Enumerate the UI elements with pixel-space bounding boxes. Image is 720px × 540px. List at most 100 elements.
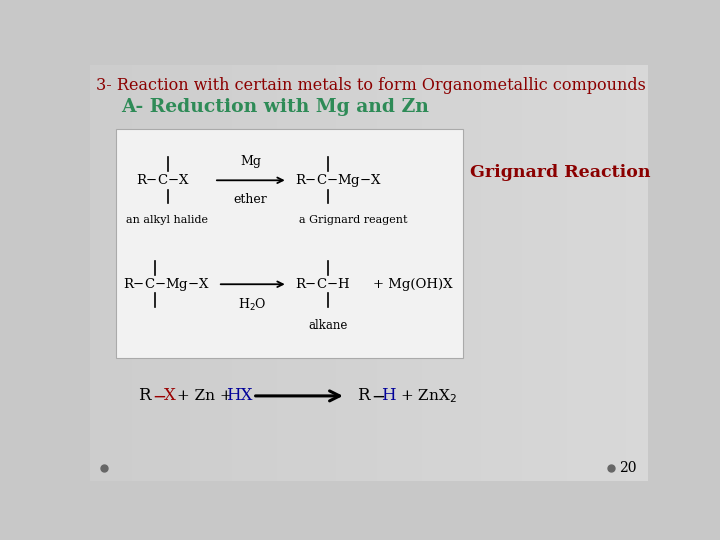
Bar [171, 65, 174, 481]
Bar [447, 65, 450, 481]
Bar [300, 65, 302, 481]
Bar [240, 65, 243, 481]
Bar [218, 65, 221, 481]
Bar [104, 65, 107, 481]
Bar [364, 65, 366, 481]
Bar [467, 65, 469, 481]
Bar [402, 65, 405, 481]
Bar [121, 65, 124, 481]
Text: H$_2$O: H$_2$O [238, 296, 267, 313]
Text: R: R [138, 387, 150, 404]
Bar [489, 65, 492, 481]
Text: ether: ether [233, 193, 267, 206]
Bar [190, 65, 193, 481]
Bar [126, 65, 129, 481]
Bar [238, 65, 240, 481]
Bar [322, 65, 325, 481]
Bar [129, 65, 132, 481]
Bar [411, 65, 414, 481]
Bar [422, 65, 425, 481]
Bar [227, 65, 230, 481]
Bar [433, 65, 436, 481]
Text: + ZnX$_2$: + ZnX$_2$ [400, 387, 456, 405]
Bar [263, 65, 266, 481]
Bar [310, 65, 313, 481]
Bar [553, 65, 556, 481]
Bar [629, 65, 631, 481]
Text: + Zn +: + Zn + [177, 389, 233, 403]
Bar [366, 65, 369, 481]
Bar [243, 65, 246, 481]
Bar [235, 65, 238, 481]
Bar [620, 65, 623, 481]
Bar [536, 65, 539, 481]
Bar [461, 65, 464, 481]
Bar [631, 65, 634, 481]
Bar [160, 65, 163, 481]
Bar [224, 65, 227, 481]
Bar [547, 65, 550, 481]
Bar [386, 65, 389, 481]
Bar [302, 65, 305, 481]
Bar [545, 65, 547, 481]
Bar [140, 65, 143, 481]
Bar [637, 65, 639, 481]
Bar [539, 65, 542, 481]
Bar [587, 65, 590, 481]
Bar [369, 65, 372, 481]
Bar [282, 65, 285, 481]
Bar [333, 65, 336, 481]
Bar [609, 65, 612, 481]
Bar [570, 65, 572, 481]
Bar [556, 65, 559, 481]
Bar [274, 65, 277, 481]
Bar [444, 65, 447, 481]
Bar [498, 65, 500, 481]
Bar [500, 65, 503, 481]
Bar [280, 65, 282, 481]
Bar [441, 65, 444, 481]
Text: R: R [357, 387, 370, 404]
Bar [425, 65, 428, 481]
Text: Grignard Reaction: Grignard Reaction [469, 164, 650, 181]
Bar [612, 65, 615, 481]
Bar [517, 65, 520, 481]
Bar [642, 65, 645, 481]
Bar [634, 65, 637, 481]
Text: + Mg(OH)X: + Mg(OH)X [373, 278, 452, 291]
Bar [534, 65, 536, 481]
Bar [269, 65, 271, 481]
Bar [294, 65, 297, 481]
Text: 3- Reaction with certain metals to form Organometallic compounds: 3- Reaction with certain metals to form … [96, 77, 646, 94]
Text: 20: 20 [619, 461, 636, 475]
Bar [603, 65, 606, 481]
Bar [196, 65, 199, 481]
Bar [584, 65, 587, 481]
Bar [188, 65, 190, 481]
Bar [215, 65, 218, 481]
Bar [246, 65, 249, 481]
Bar [252, 65, 255, 481]
Bar [135, 65, 138, 481]
Bar [414, 65, 416, 481]
Bar [355, 65, 358, 481]
Bar [514, 65, 517, 481]
Bar [572, 65, 575, 481]
Bar [277, 65, 280, 481]
Bar [132, 65, 135, 481]
Text: alkane: alkane [308, 319, 348, 332]
Bar [405, 65, 408, 481]
Bar [383, 65, 386, 481]
Bar [143, 65, 145, 481]
Bar [606, 65, 609, 481]
Bar [255, 65, 258, 481]
Bar [372, 65, 374, 481]
Bar [542, 65, 545, 481]
Bar [138, 65, 140, 481]
Bar [595, 65, 598, 481]
Bar [559, 65, 562, 481]
Bar [176, 65, 179, 481]
Bar [168, 65, 171, 481]
Bar [307, 65, 310, 481]
Bar [213, 65, 215, 481]
